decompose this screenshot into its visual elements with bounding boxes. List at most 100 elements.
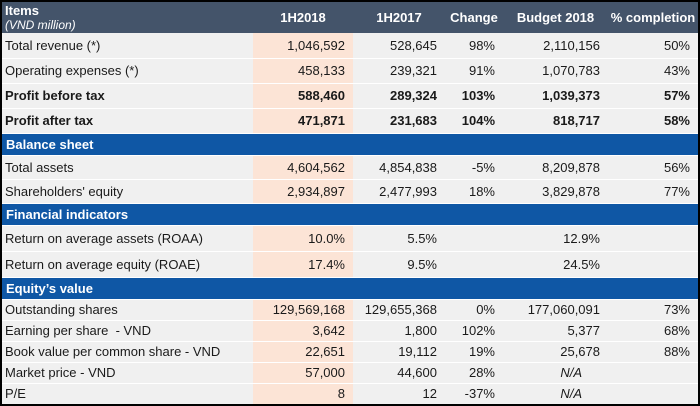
items-header-subtitle: (VND million) (5, 18, 76, 32)
row-label: Operating expenses (*) (2, 58, 253, 84)
column-header-1h2018: 1H2018 (253, 2, 353, 33)
table-row: P/E 8 12 -37% N/A (2, 383, 698, 404)
cell-pct-completion: 88% (608, 341, 698, 363)
cell-1h2017: 129,655,368 (353, 299, 445, 321)
cell-1h2018: 588,460 (253, 83, 353, 109)
cell-1h2017: 5.5% (353, 225, 445, 252)
cell-budget-2018: 12.9% (503, 225, 608, 252)
cell-1h2018: 3,642 (253, 320, 353, 342)
table-row: Operating expenses (*) 458,133 239,321 91% 1… (2, 58, 698, 84)
row-label: Book value per common share - VND (2, 341, 253, 363)
cell-1h2018: 458,133 (253, 58, 353, 84)
table-row: Outstanding shares 129,569,168 129,655,368… (2, 299, 698, 321)
cell-pct-completion (608, 225, 698, 252)
table-row: Book value per common share - VND 22,651 1… (2, 341, 698, 363)
row-label: Earning per share - VND (2, 320, 253, 342)
cell-1h2018: 1,046,592 (253, 33, 353, 59)
cell-1h2018: 22,651 (253, 341, 353, 363)
cell-pct-completion: 50% (608, 33, 698, 59)
cell-pct-completion (608, 362, 698, 384)
section-title: Equity’s value (2, 277, 698, 300)
table-row: Return on average equity (ROAE) 17.4% 9.5%… (2, 251, 698, 278)
table-row: Shareholders' equity 2,934,897 2,477,993 18… (2, 179, 698, 204)
cell-1h2017: 239,321 (353, 58, 445, 84)
cell-1h2017: 9.5% (353, 251, 445, 278)
cell-change: -37% (445, 383, 503, 404)
cell-1h2018: 17.4% (253, 251, 353, 278)
cell-budget-2018: N/A (503, 362, 608, 384)
cell-budget-2018: 1,039,373 (503, 83, 608, 109)
header-row: Items (VND million) 1H2018 1H2017 Change… (2, 2, 698, 33)
row-label: P/E (2, 383, 253, 404)
cell-pct-completion: 58% (608, 108, 698, 134)
cell-1h2018: 2,934,897 (253, 179, 353, 204)
cell-change: -5% (445, 155, 503, 180)
cell-1h2017: 528,645 (353, 33, 445, 59)
cell-1h2018: 471,871 (253, 108, 353, 134)
cell-budget-2018: 2,110,156 (503, 33, 608, 59)
row-label: Return on average equity (ROAE) (2, 251, 253, 278)
cell-1h2018: 8 (253, 383, 353, 404)
items-header-title: Items (5, 3, 39, 18)
cell-1h2017: 2,477,993 (353, 179, 445, 204)
cell-pct-completion: 68% (608, 320, 698, 342)
cell-change: 91% (445, 58, 503, 84)
cell-1h2018: 129,569,168 (253, 299, 353, 321)
cell-change: 104% (445, 108, 503, 134)
row-label: Shareholders' equity (2, 179, 253, 204)
column-header-budget-2018: Budget 2018 (503, 2, 608, 33)
cell-pct-completion (608, 251, 698, 278)
row-label: Profit before tax (2, 83, 253, 109)
section-header-row: Financial indicators (2, 203, 698, 226)
cell-budget-2018: 5,377 (503, 320, 608, 342)
section-header-row: Balance sheet (2, 133, 698, 156)
table-row: Total assets 4,604,562 4,854,838 -5% 8,209,8… (2, 155, 698, 180)
cell-1h2018: 4,604,562 (253, 155, 353, 180)
cell-1h2018: 57,000 (253, 362, 353, 384)
column-header-pct-completion: % completion (608, 2, 698, 33)
cell-change: 102% (445, 320, 503, 342)
cell-1h2017: 289,324 (353, 83, 445, 109)
cell-pct-completion: 57% (608, 83, 698, 109)
cell-1h2017: 44,600 (353, 362, 445, 384)
row-label: Total revenue (*) (2, 33, 253, 59)
table-row: Earning per share - VND 3,642 1,800 102% 5,3… (2, 320, 698, 342)
cell-pct-completion (608, 383, 698, 404)
table-header: Items (VND million) 1H2018 1H2017 Change… (2, 2, 698, 33)
row-label: Profit after tax (2, 108, 253, 134)
cell-change: 19% (445, 341, 503, 363)
section-title: Financial indicators (2, 203, 698, 226)
cell-budget-2018: 1,070,783 (503, 58, 608, 84)
row-label: Return on average assets (ROAA) (2, 225, 253, 252)
cell-budget-2018: 818,717 (503, 108, 608, 134)
cell-pct-completion: 43% (608, 58, 698, 84)
cell-change: 103% (445, 83, 503, 109)
cell-budget-2018: 25,678 (503, 341, 608, 363)
cell-1h2017: 231,683 (353, 108, 445, 134)
cell-change (445, 251, 503, 278)
row-label: Total assets (2, 155, 253, 180)
cell-budget-2018: N/A (503, 383, 608, 404)
table-row: Return on average assets (ROAA) 10.0% 5.5%… (2, 225, 698, 252)
column-header-change: Change (445, 2, 503, 33)
cell-1h2017: 1,800 (353, 320, 445, 342)
section-title: Balance sheet (2, 133, 698, 156)
table-row: Total revenue (*) 1,046,592 528,645 98% 2,11… (2, 33, 698, 59)
cell-change: 0% (445, 299, 503, 321)
cell-1h2017: 4,854,838 (353, 155, 445, 180)
cell-change: 18% (445, 179, 503, 204)
cell-budget-2018: 3,829,878 (503, 179, 608, 204)
cell-change: 28% (445, 362, 503, 384)
section-header-row: Equity’s value (2, 277, 698, 300)
table-row: Profit after tax 471,871 231,683 104% 818,71… (2, 108, 698, 134)
cell-pct-completion: 56% (608, 155, 698, 180)
table-row: Profit before tax 588,460 289,324 103% 1,039… (2, 83, 698, 109)
row-label: Market price - VND (2, 362, 253, 384)
cell-budget-2018: 8,209,878 (503, 155, 608, 180)
cell-1h2017: 12 (353, 383, 445, 404)
cell-pct-completion: 77% (608, 179, 698, 204)
cell-pct-completion: 73% (608, 299, 698, 321)
table-row: Market price - VND 57,000 44,600 28% N/A (2, 362, 698, 384)
